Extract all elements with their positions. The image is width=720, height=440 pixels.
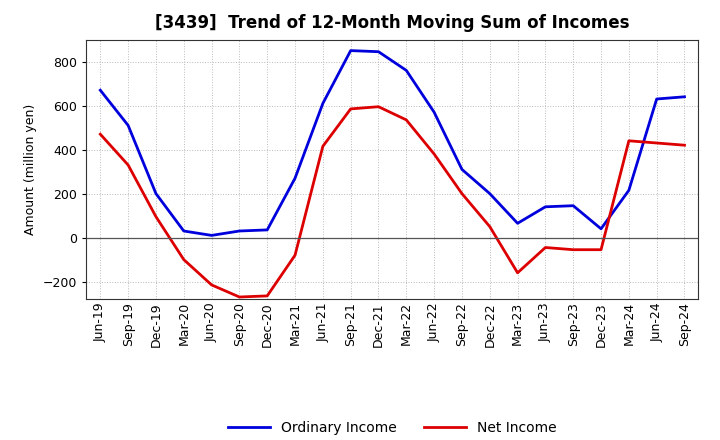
Net Income	[152, 214, 161, 219]
Ordinary Income	[402, 68, 410, 73]
Net Income	[263, 293, 271, 299]
Ordinary Income	[318, 101, 327, 106]
Net Income	[318, 143, 327, 149]
Line: Ordinary Income: Ordinary Income	[100, 51, 685, 235]
Ordinary Income	[680, 94, 689, 99]
Ordinary Income	[124, 123, 132, 128]
Ordinary Income	[207, 233, 216, 238]
Net Income	[374, 104, 383, 109]
Ordinary Income	[513, 220, 522, 226]
Ordinary Income	[458, 167, 467, 172]
Net Income	[346, 106, 355, 111]
Net Income	[624, 138, 633, 143]
Net Income	[513, 270, 522, 275]
Ordinary Income	[624, 187, 633, 193]
Net Income	[207, 282, 216, 288]
Ordinary Income	[597, 226, 606, 231]
Ordinary Income	[652, 96, 661, 102]
Ordinary Income	[291, 176, 300, 181]
Net Income	[291, 253, 300, 258]
Net Income	[680, 143, 689, 148]
Legend: Ordinary Income, Net Income: Ordinary Income, Net Income	[222, 415, 562, 440]
Net Income	[485, 224, 494, 229]
Ordinary Income	[96, 88, 104, 93]
Net Income	[179, 257, 188, 262]
Net Income	[458, 191, 467, 196]
Ordinary Income	[235, 228, 243, 234]
Net Income	[402, 117, 410, 122]
Net Income	[541, 245, 550, 250]
Title: [3439]  Trend of 12-Month Moving Sum of Incomes: [3439] Trend of 12-Month Moving Sum of I…	[155, 15, 630, 33]
Ordinary Income	[569, 203, 577, 208]
Line: Net Income: Net Income	[100, 106, 685, 297]
Y-axis label: Amount (million yen): Amount (million yen)	[24, 104, 37, 235]
Ordinary Income	[374, 49, 383, 54]
Ordinary Income	[485, 191, 494, 196]
Net Income	[569, 247, 577, 252]
Net Income	[96, 132, 104, 137]
Net Income	[124, 162, 132, 168]
Net Income	[652, 140, 661, 146]
Ordinary Income	[430, 110, 438, 115]
Net Income	[430, 151, 438, 157]
Ordinary Income	[263, 227, 271, 232]
Ordinary Income	[152, 191, 161, 196]
Net Income	[597, 247, 606, 252]
Ordinary Income	[179, 228, 188, 234]
Net Income	[235, 294, 243, 300]
Ordinary Income	[541, 204, 550, 209]
Ordinary Income	[346, 48, 355, 53]
